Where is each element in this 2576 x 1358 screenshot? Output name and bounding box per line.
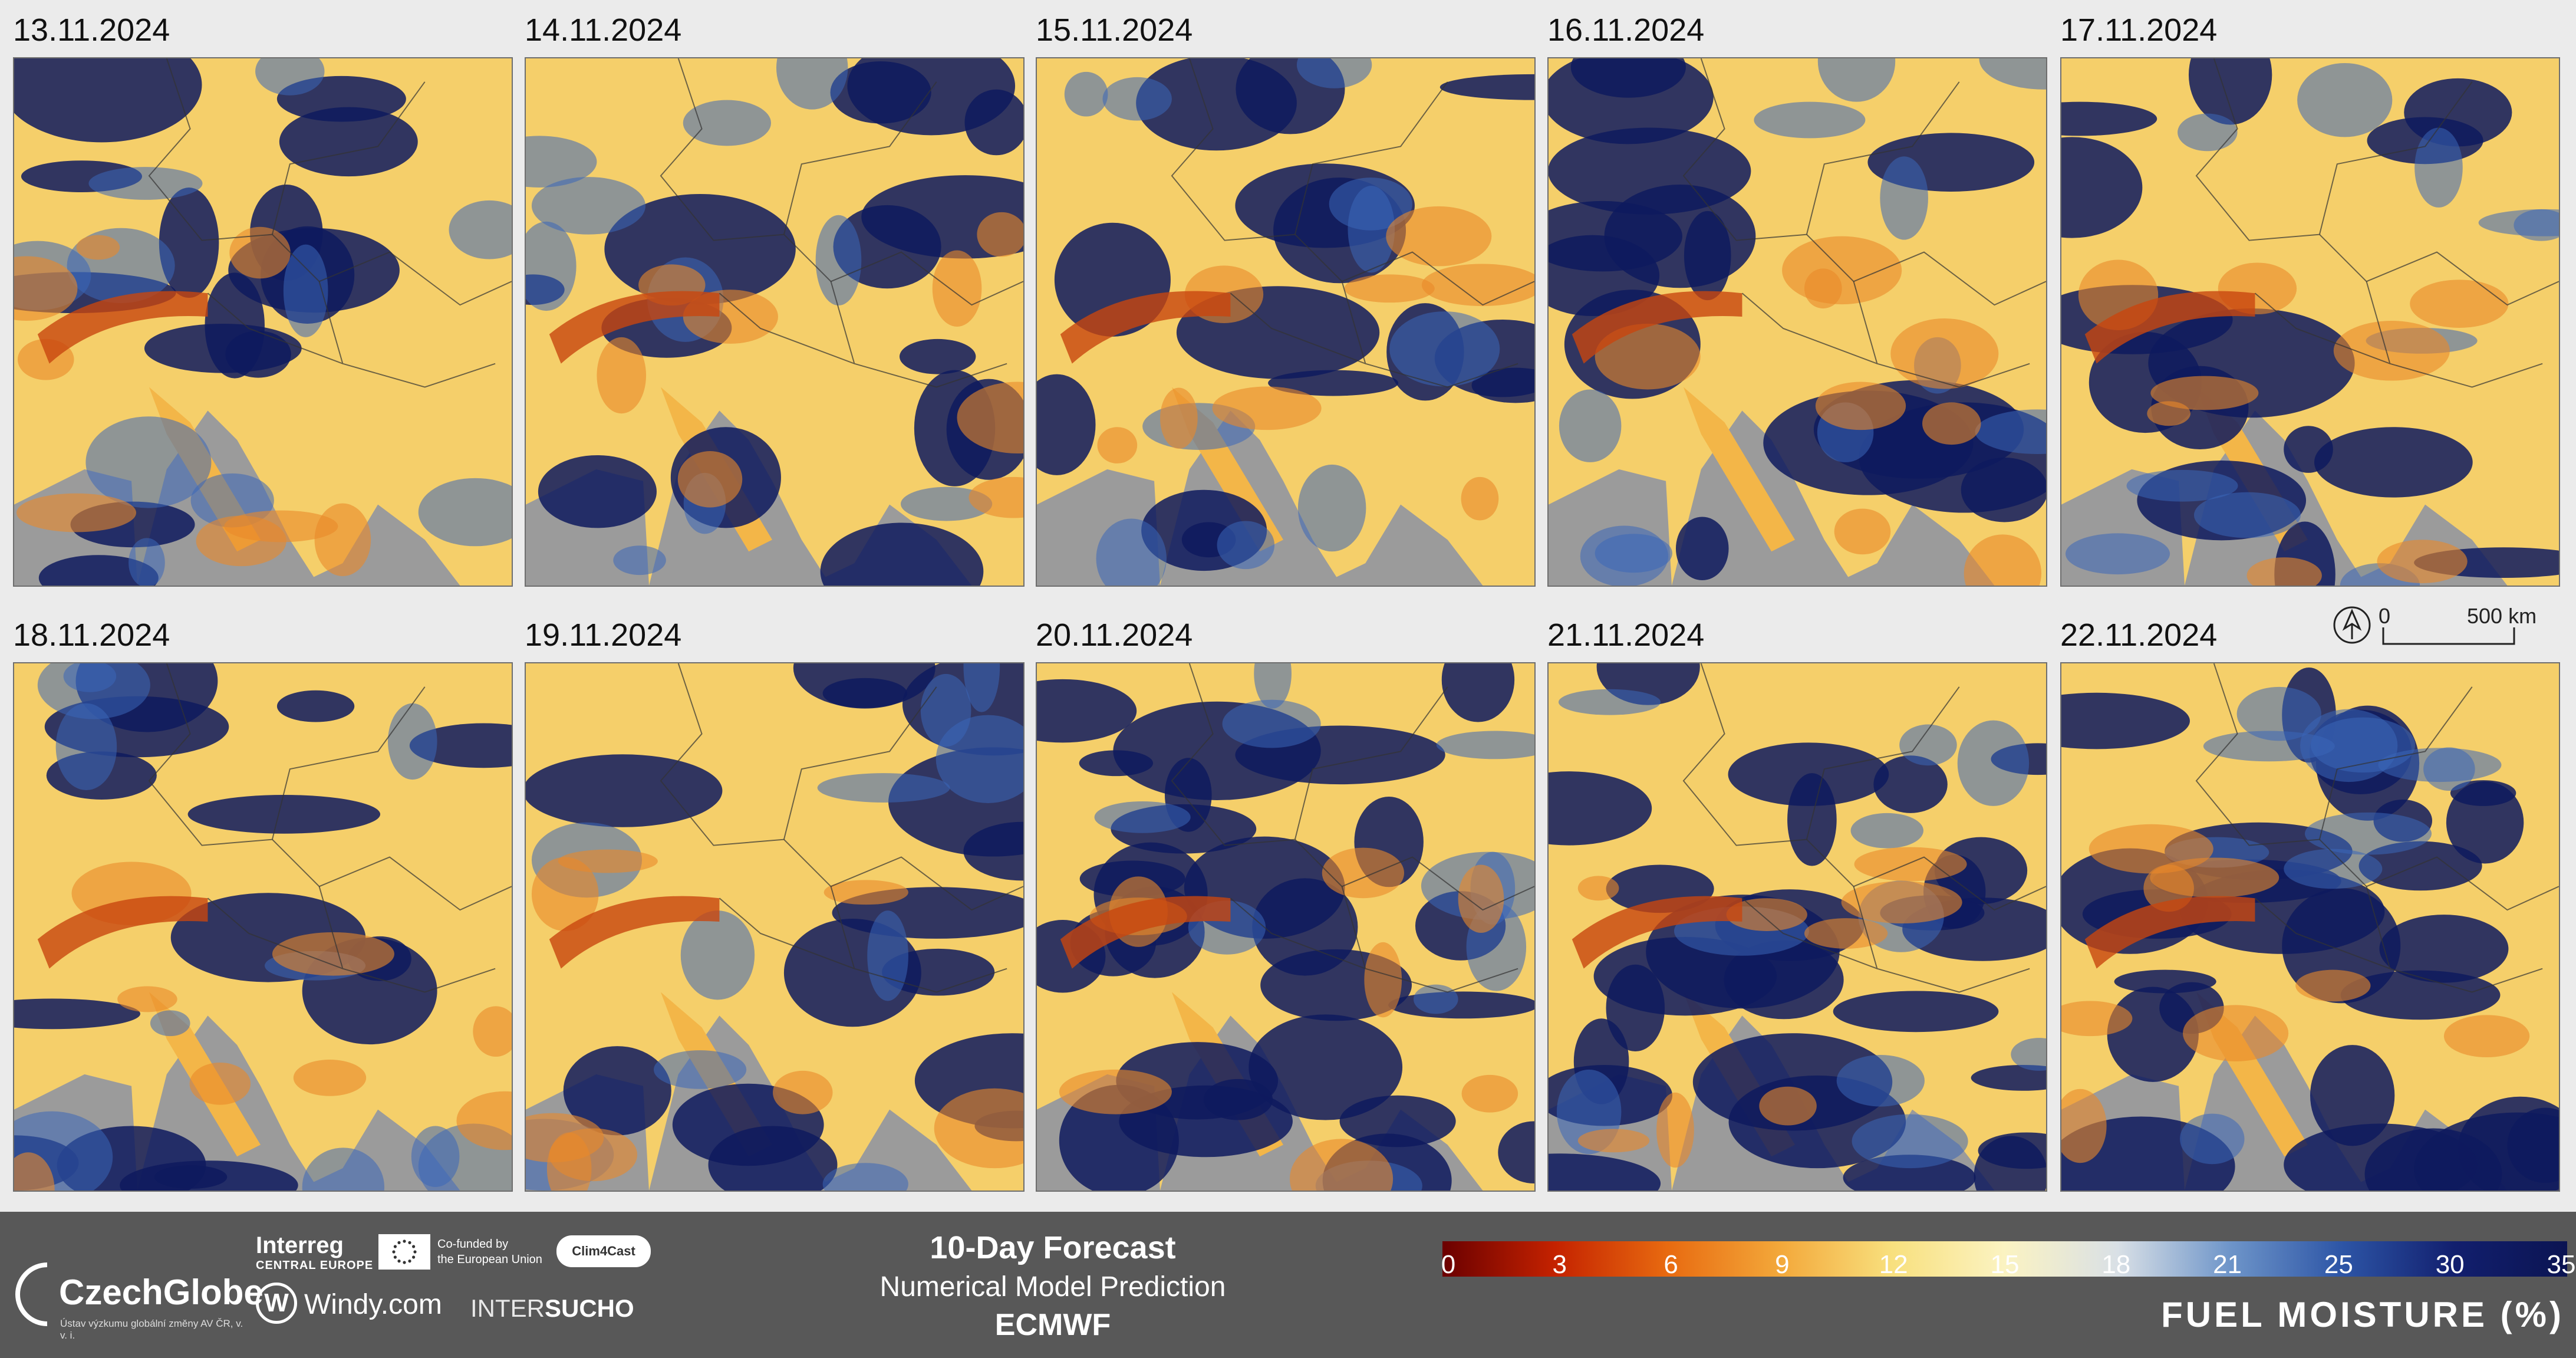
panel-date: 19.11.2024	[525, 617, 682, 653]
fuel-moisture-map	[1547, 662, 2047, 1192]
intersucho-part-b: SUCHO	[545, 1294, 634, 1322]
colorbar-tick: 3	[1552, 1250, 1567, 1279]
scale-bar: 0 500 km	[2331, 603, 2567, 650]
north-arrow-icon	[2333, 606, 2515, 645]
panel-date: 21.11.2024	[1547, 617, 1705, 653]
scale-distance-label: 500 km	[2467, 604, 2537, 628]
colorbar-tick: 12	[1879, 1250, 1908, 1279]
colorbar	[1442, 1241, 2567, 1277]
footer-bar: CzechGlobe Ústav výzkumu globální změny …	[0, 1212, 2576, 1358]
fuel-moisture-map	[525, 662, 1025, 1192]
fuel-moisture-map	[1036, 662, 1536, 1192]
eu-flag-icon	[378, 1234, 430, 1270]
interreg-logo: Interreg CENTRAL EUROPE	[256, 1232, 373, 1272]
fuel-moisture-map	[525, 57, 1025, 587]
forecast-subtitle: Numerical Model Prediction	[879, 1271, 1226, 1303]
windy-name: Windy.com	[304, 1289, 442, 1320]
colorbar-tick: 6	[1663, 1250, 1678, 1279]
colorbar-tick: 15	[1990, 1250, 2020, 1279]
panel-date: 13.11.2024	[13, 12, 170, 48]
czechglobe-logo: CzechGlobe Ústav výzkumu globální změny …	[12, 1247, 263, 1353]
panel-date: 20.11.2024	[1036, 617, 1193, 653]
eu-cofunded-text: Co-funded by the European Union	[437, 1237, 542, 1267]
forecast-model: ECMWF	[994, 1308, 1111, 1342]
clim4cast-logo: Clim4Cast	[556, 1235, 651, 1267]
globe-icon	[15, 1262, 48, 1326]
interreg-sub: CENTRAL EUROPE	[256, 1259, 374, 1272]
panel-date: 18.11.2024	[13, 617, 170, 653]
colorbar-title: FUEL MOISTURE (%)	[2161, 1295, 2564, 1334]
forecast-title: 10-Day Forecast	[930, 1230, 1176, 1265]
colorbar-tick: 0	[1441, 1250, 1456, 1279]
interreg-name: Interreg	[256, 1232, 344, 1258]
cofunded-line-2: the European Union	[437, 1253, 542, 1266]
fuel-moisture-map	[2060, 57, 2560, 587]
colorbar-tick: 9	[1775, 1250, 1790, 1279]
cofunded-line-1: Co-funded by	[437, 1238, 509, 1251]
scale-zero-label: 0	[2379, 604, 2391, 628]
fuel-moisture-map	[2060, 662, 2560, 1192]
intersucho-part-a: INTER	[470, 1294, 545, 1322]
panel-date: 22.11.2024	[2060, 617, 2218, 653]
colorbar-tick: 35	[2547, 1250, 2576, 1279]
panel-date: 17.11.2024	[2060, 12, 2218, 48]
fuel-moisture-map	[13, 57, 513, 587]
fuel-moisture-map	[1036, 57, 1536, 587]
fuel-moisture-map	[1547, 57, 2047, 587]
fuel-moisture-map	[13, 662, 513, 1192]
windy-icon: W	[256, 1283, 297, 1324]
panel-date: 15.11.2024	[1036, 12, 1193, 48]
colorbar-tick: 18	[2101, 1250, 2131, 1279]
panel-date: 14.11.2024	[525, 12, 682, 48]
czechglobe-name: CzechGlobe	[59, 1272, 263, 1312]
colorbar-tick: 25	[2324, 1250, 2353, 1279]
czechglobe-subtitle: Ústav výzkumu globální změny AV ČR, v. v…	[60, 1318, 243, 1341]
intersucho-logo: INTERSUCHO	[470, 1294, 634, 1323]
panel-date: 16.11.2024	[1547, 12, 1705, 48]
colorbar-tick: 30	[2435, 1250, 2465, 1279]
colorbar-tick: 21	[2213, 1250, 2242, 1279]
